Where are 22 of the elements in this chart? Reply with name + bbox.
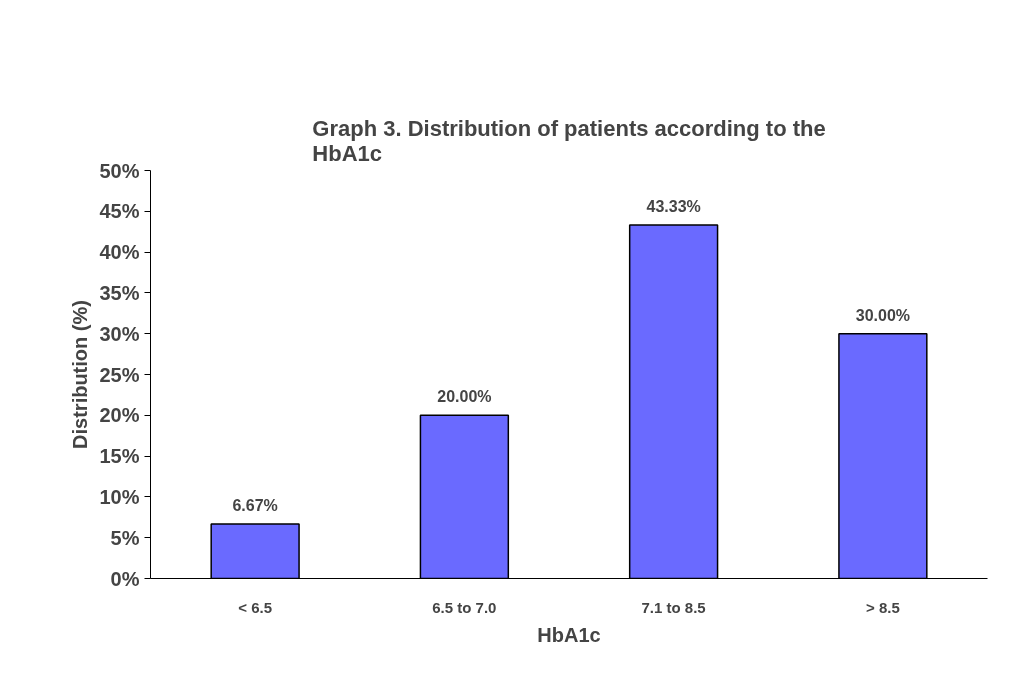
- y-tick-label: 30%: [99, 322, 140, 345]
- x-axis-title: HbA1c: [537, 623, 601, 646]
- x-tick-label: 6.5 to 7.0: [432, 598, 497, 616]
- y-tick-label: 15%: [99, 445, 140, 468]
- data-label: 20.00%: [437, 388, 492, 406]
- y-axis-title: Distribution (%): [69, 300, 92, 449]
- data-label: 30.00%: [855, 306, 911, 324]
- data-label: 43.33%: [646, 197, 701, 215]
- y-tick-label: 25%: [99, 363, 140, 386]
- y-tick-label: 10%: [99, 485, 140, 508]
- x-tick-label: < 6.5: [238, 598, 273, 616]
- x-tick-label: > 8.5: [865, 598, 900, 616]
- y-tick-label: 40%: [99, 241, 140, 264]
- y-tick-label: 35%: [99, 281, 140, 304]
- y-tick-label: 5%: [110, 526, 140, 549]
- chart-title: Graph 3. Distribution of patients according to the HbA1c: [312, 115, 826, 166]
- y-tick-label: 45%: [99, 200, 140, 223]
- y-tick-label: 50%: [99, 159, 140, 182]
- y-tick-label: 0%: [110, 567, 140, 590]
- data-label: 6.67%: [232, 497, 278, 515]
- y-tick-label: 20%: [99, 404, 140, 427]
- x-tick-label: 7.1 to 8.5: [641, 598, 706, 616]
